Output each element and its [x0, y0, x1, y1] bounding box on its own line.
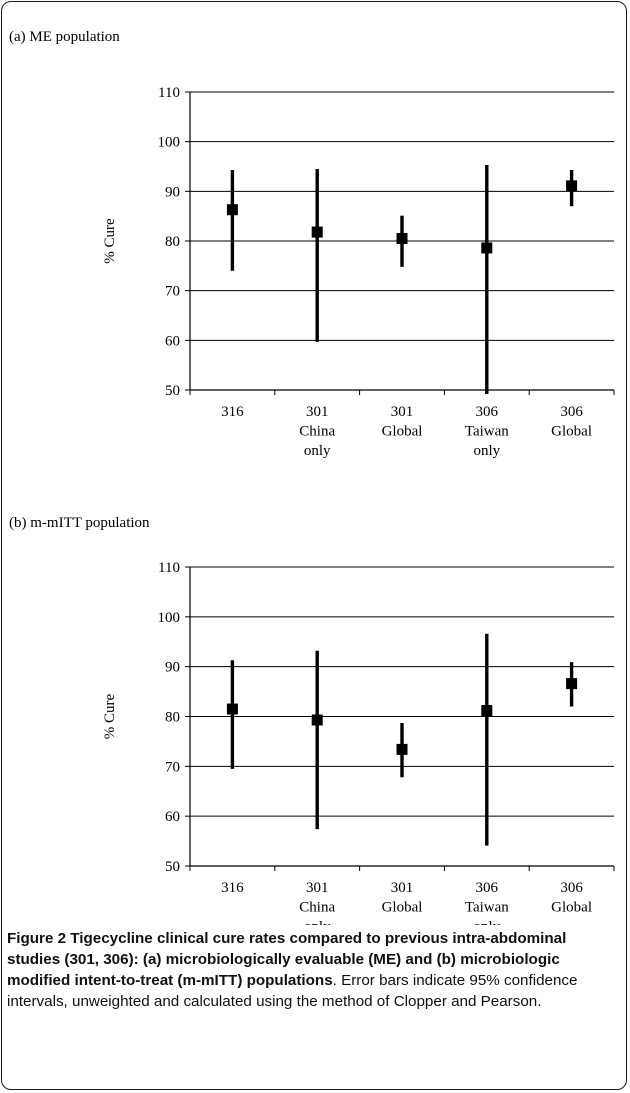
x-category-label: 301 Global — [382, 404, 423, 440]
data-point-marker — [566, 678, 578, 690]
data-point-marker — [566, 180, 578, 192]
y-tick-label: 70 — [165, 284, 180, 300]
y-tick-label: 50 — [165, 383, 180, 399]
y-tick-label: 110 — [158, 560, 180, 576]
figure-svg: (a) ME population 50 60 70 80 90 100 110 % Cure 3… — [9, 29, 615, 925]
data-point-marker — [311, 714, 323, 726]
data-point-marker — [481, 242, 493, 254]
x-category-label: 301 Global — [382, 880, 423, 916]
x-category-label: 306 Global — [551, 880, 592, 916]
y-tick-label: 100 — [158, 610, 181, 626]
panel-a-chart: (a) ME population 50 60 70 80 90 100 110 % Cure 3… — [9, 29, 615, 459]
y-tick-label: 60 — [165, 333, 180, 349]
panel-label: (b) m-mITT population — [9, 515, 150, 531]
y-tick-label: 90 — [165, 660, 180, 676]
y-tick-label: 70 — [165, 759, 180, 775]
x-category-label: 316 — [221, 404, 244, 420]
y-tick-label: 80 — [165, 710, 180, 726]
data-point-marker — [396, 233, 408, 245]
x-category-label: 316 — [221, 880, 244, 896]
data-point-marker — [481, 705, 493, 717]
data-point-marker — [226, 703, 238, 715]
y-tick-label: 110 — [158, 85, 180, 101]
data-point-marker — [311, 226, 323, 238]
y-tick-label: 60 — [165, 809, 180, 825]
x-category-label: 306 Global — [551, 404, 592, 440]
y-axis-label: % Cure — [102, 218, 118, 264]
y-tick-label: 80 — [165, 234, 180, 250]
panel-label: (a) ME population — [9, 29, 120, 45]
data-point-marker — [396, 743, 408, 755]
caption-title: Figure 2 Tigecycline clinical cure rates… — [7, 930, 567, 989]
y-tick-label: 100 — [158, 135, 181, 151]
data-point-marker — [226, 204, 238, 216]
caption-body: . Error bars indicate 95% confidence int… — [7, 972, 578, 1010]
y-axis-label: % Cure — [102, 693, 118, 739]
panel-b-chart: (b) m-mITT population 50 60 70 80 90 100 110 % C… — [9, 515, 615, 925]
y-tick-label: 90 — [165, 184, 180, 200]
y-tick-label: 50 — [165, 859, 180, 875]
figure-caption: Figure 2 Tigecycline clinical cure rates… — [7, 928, 619, 1012]
